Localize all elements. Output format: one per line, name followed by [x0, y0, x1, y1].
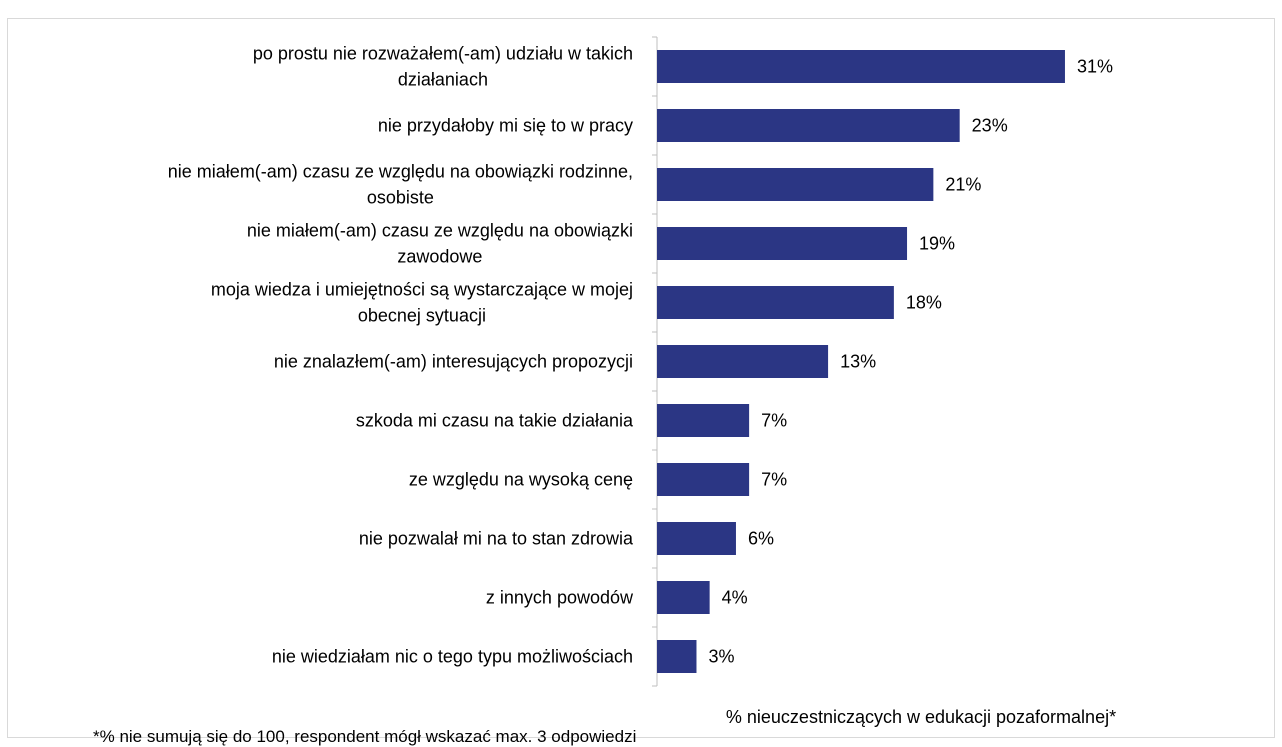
category-label-line: z innych powodów	[486, 588, 634, 608]
value-label: 7%	[761, 411, 787, 431]
category-label: z innych powodów	[486, 588, 634, 608]
value-label: 21%	[945, 175, 981, 195]
bar	[657, 463, 750, 496]
category-label: moja wiedza i umiejętności są wystarczaj…	[211, 280, 633, 326]
chart-frame: 31% po prostu nie rozważałem(-am) udziału…	[7, 18, 1275, 746]
axis-layer	[652, 36, 658, 687]
bar	[657, 50, 1065, 83]
bar-chart: 31% po prostu nie rozważałem(-am) udziału…	[168, 36, 1116, 727]
value-label: 3%	[708, 647, 734, 667]
category-label-line: szkoda mi czasu na takie działania	[356, 411, 634, 431]
category-label-line: ze względu na wysoką cenę	[409, 470, 633, 490]
value-label: 6%	[748, 529, 774, 549]
category-label: po prostu nie rozważałem(-am) udziału w …	[253, 44, 633, 90]
category-label-line: po prostu nie rozważałem(-am) udziału w …	[253, 44, 633, 64]
category-label-line: nie miałem(-am) czasu ze względu na obow…	[168, 162, 633, 182]
value-label: 7%	[761, 470, 787, 490]
x-axis-title: % nieuczestniczących w edukacji pozaform…	[726, 707, 1116, 727]
category-label-line: nie pozwalał mi na to stan zdrowia	[359, 529, 634, 549]
category-label: nie znalazłem(-am) interesujących propoz…	[274, 352, 633, 372]
bar	[657, 168, 934, 201]
bar	[657, 581, 710, 614]
category-label-line: działaniach	[398, 70, 488, 90]
bar	[657, 286, 894, 319]
category-label-line: osobiste	[367, 188, 434, 208]
value-label: 23%	[972, 116, 1008, 136]
category-label: nie wiedziałam nic o tego typu możliwośc…	[272, 647, 633, 667]
category-label-line: zawodowe	[397, 247, 482, 267]
bar	[657, 345, 829, 378]
category-label: nie przydałoby mi się to w pracy	[378, 116, 633, 136]
footnote: *% nie sumują się do 100, respondent móg…	[93, 727, 637, 746]
bars-layer	[657, 50, 1065, 673]
category-label-line: nie przydałoby mi się to w pracy	[378, 116, 633, 136]
category-label: ze względu na wysoką cenę	[409, 470, 633, 490]
bar	[657, 640, 697, 673]
value-label: 13%	[840, 352, 876, 372]
category-label-line: obecnej sytuacji	[358, 306, 486, 326]
category-label-line: nie znalazłem(-am) interesujących propoz…	[274, 352, 633, 372]
category-label: nie pozwalał mi na to stan zdrowia	[359, 529, 634, 549]
category-label-line: moja wiedza i umiejętności są wystarczaj…	[211, 280, 633, 300]
value-label: 31%	[1077, 57, 1113, 77]
value-label: 4%	[722, 588, 748, 608]
value-label: 19%	[919, 234, 955, 254]
category-label: nie miałem(-am) czasu ze względu na obow…	[168, 162, 633, 208]
category-label: nie miałem(-am) czasu ze względu na obow…	[247, 221, 633, 267]
labels-layer: 31% po prostu nie rozważałem(-am) udziału…	[168, 44, 1113, 667]
bar	[657, 522, 736, 555]
category-label-line: nie wiedziałam nic o tego typu możliwośc…	[272, 647, 633, 667]
category-label-line: nie miałem(-am) czasu ze względu na obow…	[247, 221, 633, 241]
category-label: szkoda mi czasu na takie działania	[356, 411, 634, 431]
value-label: 18%	[906, 293, 942, 313]
bar	[657, 404, 750, 437]
bar	[657, 109, 960, 142]
bar	[657, 227, 908, 260]
